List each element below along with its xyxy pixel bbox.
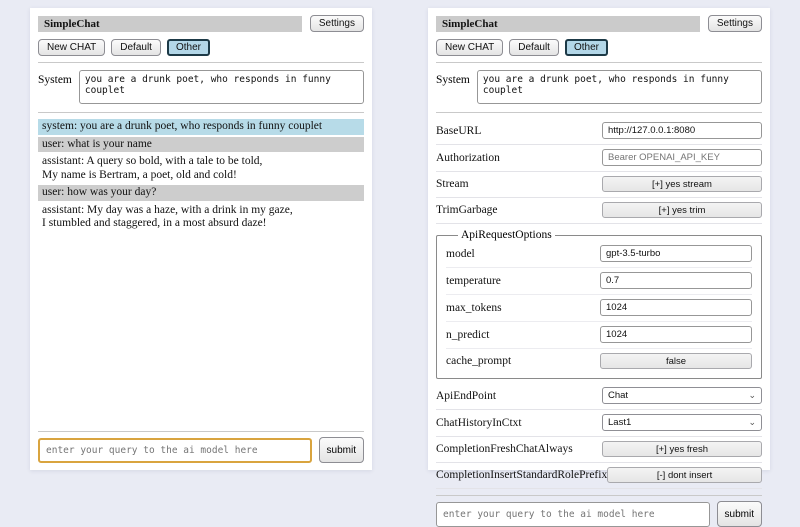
chat-message-assistant: assistant: A query so bold, with a tale … bbox=[42, 155, 263, 181]
query-input[interactable] bbox=[38, 437, 312, 463]
system-label: System bbox=[436, 74, 470, 86]
app-title: SimpleChat bbox=[436, 15, 700, 32]
divider bbox=[38, 431, 364, 432]
query-bar: submit bbox=[436, 489, 762, 527]
fieldset-legend: ApiRequestOptions bbox=[461, 229, 552, 241]
divider bbox=[38, 62, 364, 63]
header-row: SimpleChat Settings bbox=[38, 15, 364, 32]
query-row: submit bbox=[38, 437, 364, 463]
chat-session-toolbar: New CHAT Default Other bbox=[38, 39, 364, 56]
session-tab-other[interactable]: Other bbox=[564, 39, 608, 56]
setting-label: ApiEndPoint bbox=[436, 389, 497, 402]
chat-message-assistant: assistant: My day was a haze, with a dri… bbox=[42, 203, 293, 230]
selected-option: Chat bbox=[608, 390, 629, 401]
system-label: System bbox=[38, 74, 72, 86]
session-tab-default[interactable]: Default bbox=[509, 39, 559, 56]
temperature-input[interactable] bbox=[600, 272, 752, 289]
selected-option: Last1 bbox=[608, 417, 632, 428]
setting-label: max_tokens bbox=[446, 301, 502, 314]
setting-row-model: model bbox=[446, 241, 752, 268]
chat-history-in-ctxt-select[interactable]: Last1 ⌄ bbox=[602, 414, 762, 431]
divider bbox=[436, 112, 762, 113]
setting-row-completionfreshchatalways: CompletionFreshChatAlways [+] yes fresh bbox=[436, 437, 762, 463]
app-title: SimpleChat bbox=[38, 15, 302, 32]
completion-insert-role-prefix-toggle-button[interactable]: [-] dont insert bbox=[607, 467, 762, 483]
completion-fresh-chat-toggle-button[interactable]: [+] yes fresh bbox=[602, 441, 762, 457]
setting-label: BaseURL bbox=[436, 124, 482, 137]
chat-panel: SimpleChat Settings New CHAT Default Oth… bbox=[30, 8, 372, 470]
setting-label: CompletionInsertStandardRolePrefix bbox=[436, 469, 608, 481]
n-predict-input[interactable] bbox=[600, 326, 752, 343]
setting-label: Stream bbox=[436, 178, 469, 190]
setting-label: cache_prompt bbox=[446, 355, 512, 367]
divider bbox=[436, 495, 762, 496]
max-tokens-input[interactable] bbox=[600, 299, 752, 316]
setting-row-authorization: Authorization bbox=[436, 145, 762, 172]
cache-prompt-toggle-button[interactable]: false bbox=[600, 353, 752, 369]
system-prompt-row: System you are a drunk poet, who respond… bbox=[436, 70, 762, 104]
setting-row-chathistoryinctxt: ChatHistoryInCtxt Last1 ⌄ bbox=[436, 410, 762, 437]
chevron-down-icon: ⌄ bbox=[748, 390, 756, 400]
trimgarbage-toggle-button[interactable]: [+] yes trim bbox=[602, 202, 762, 218]
system-prompt-row: System you are a drunk poet, who respond… bbox=[38, 70, 364, 104]
setting-label: CompletionFreshChatAlways bbox=[436, 443, 573, 455]
submit-button[interactable]: submit bbox=[318, 437, 364, 463]
submit-button[interactable]: submit bbox=[716, 501, 762, 527]
setting-row-max-tokens: max_tokens bbox=[446, 295, 752, 322]
settings-panel: SimpleChat Settings New CHAT Default Oth… bbox=[428, 8, 770, 527]
setting-label: ChatHistoryInCtxt bbox=[436, 416, 522, 429]
divider bbox=[38, 112, 364, 113]
session-tab-default[interactable]: Default bbox=[111, 39, 161, 56]
query-input[interactable] bbox=[436, 501, 710, 527]
setting-row-completioninsertstandardroleprefix: CompletionInsertStandardRolePrefix [-] d… bbox=[436, 463, 762, 489]
setting-row-n-predict: n_predict bbox=[446, 322, 752, 349]
query-bar: submit bbox=[38, 425, 364, 463]
setting-label: Authorization bbox=[436, 151, 500, 164]
session-tab-other[interactable]: Other bbox=[166, 39, 210, 56]
model-input[interactable] bbox=[600, 245, 752, 262]
chat-message-list: system: you are a drunk poet, who respon… bbox=[38, 119, 364, 425]
chat-message-system: system: you are a drunk poet, who respon… bbox=[38, 119, 364, 135]
header-row: SimpleChat Settings bbox=[436, 15, 762, 32]
chat-session-toolbar: New CHAT Default Other bbox=[436, 39, 762, 56]
setting-label: temperature bbox=[446, 274, 501, 287]
system-prompt-input[interactable]: you are a drunk poet, who responds in fu… bbox=[78, 70, 364, 104]
setting-row-trimgarbage: TrimGarbage [+] yes trim bbox=[436, 198, 762, 224]
chat-message-user: user: what is your name bbox=[38, 136, 364, 153]
setting-row-baseurl: BaseURL bbox=[436, 118, 762, 145]
setting-row-cache-prompt: cache_prompt false bbox=[446, 349, 752, 374]
baseurl-input[interactable] bbox=[602, 122, 762, 139]
setting-label: TrimGarbage bbox=[436, 204, 498, 216]
setting-label: model bbox=[446, 247, 475, 260]
api-endpoint-select[interactable]: Chat ⌄ bbox=[602, 387, 762, 404]
query-row: submit bbox=[436, 501, 762, 527]
chat-message-user: user: how was your day? bbox=[38, 185, 364, 201]
setting-row-temperature: temperature bbox=[446, 268, 752, 295]
setting-row-apiendpoint: ApiEndPoint Chat ⌄ bbox=[436, 383, 762, 410]
new-chat-button[interactable]: New CHAT bbox=[38, 39, 106, 56]
authorization-input[interactable] bbox=[602, 149, 762, 166]
settings-button[interactable]: Settings bbox=[309, 15, 364, 32]
divider bbox=[436, 62, 762, 63]
system-prompt-input[interactable]: you are a drunk poet, who responds in fu… bbox=[476, 70, 762, 104]
setting-row-stream: Stream [+] yes stream bbox=[436, 172, 762, 198]
stream-toggle-button[interactable]: [+] yes stream bbox=[602, 176, 762, 192]
settings-button[interactable]: Settings bbox=[707, 15, 762, 32]
chevron-down-icon: ⌄ bbox=[748, 417, 756, 427]
setting-label: n_predict bbox=[446, 328, 490, 341]
new-chat-button[interactable]: New CHAT bbox=[436, 39, 504, 56]
api-request-options-fieldset: ApiRequestOptions model temperature max_… bbox=[436, 229, 762, 379]
